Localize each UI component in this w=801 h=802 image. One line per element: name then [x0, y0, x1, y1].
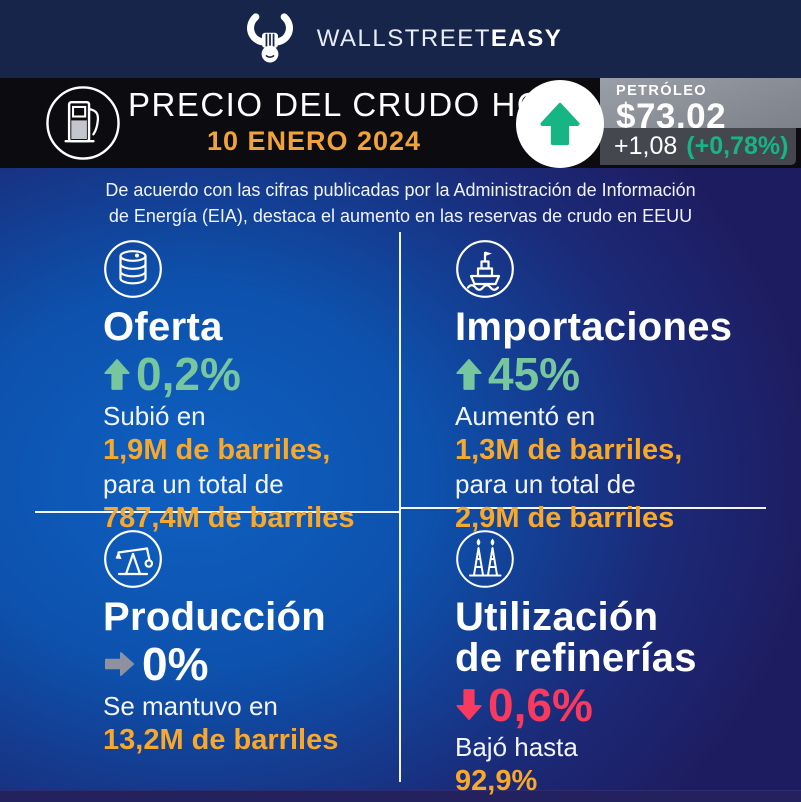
stat-up-arrow-icon [456, 359, 482, 391]
ticker-change-pct: (+0,78%) [686, 132, 789, 160]
header-titles: PRECIO DEL CRUDO HOY 10 ENERO 2024 [128, 86, 568, 157]
detail-line: 2,9M de barriles [455, 501, 675, 534]
divider-horizontal-right [401, 507, 766, 509]
ticker-change: +1,08 [614, 132, 678, 160]
detail-line: 787,4M de barriles [103, 501, 355, 534]
header-bar: PRECIO DEL CRUDO HOY 10 ENERO 2024 PETRÓ… [0, 78, 801, 168]
quadrant-stat: 0,6% [455, 678, 593, 731]
fuel-pump-icon [44, 84, 122, 162]
quadrant-detail: Subió en 1,9M de barriles, para un total… [103, 402, 354, 535]
ticker-change-strip: +1,08 (+0,78%) [600, 128, 796, 165]
quadrant-detail: Aumentó en 1,3M de barriles, para un tot… [455, 402, 682, 535]
quadrant-stat: 0% [103, 637, 209, 690]
header-date: 10 ENERO 2024 [206, 126, 422, 157]
quadrant-detail: Bajó hasta 92,9% [455, 731, 578, 798]
top-brand-bar: WALLSTREETEASY [0, 0, 801, 78]
cargo-ship-icon [456, 240, 514, 298]
detail-line: para un total de [455, 468, 636, 499]
intro-text: De acuerdo con las cifras publicadas por… [105, 180, 696, 227]
ticker-panel: PETRÓLEO $73,02 [600, 78, 801, 134]
bull-logo-icon [246, 13, 293, 63]
pumpjack-icon [104, 530, 162, 588]
ticker-label: PETRÓLEO [616, 83, 707, 99]
quadrant-stat: 45% [455, 347, 581, 400]
refinery-icon [456, 530, 514, 588]
quadrant-title: Producción [103, 595, 327, 639]
stat-value: 0% [142, 637, 209, 690]
oil-barrel-icon [104, 240, 162, 298]
detail-line: para un total de [103, 468, 284, 499]
detail-line: 92,9% [455, 765, 538, 798]
quadrant-produccion: Producción 0% Se mantuvo en 13,2M de bar… [103, 529, 338, 758]
up-arrow-icon [540, 102, 580, 146]
detail-line: 1,9M de barriles, [103, 434, 331, 467]
stat-right-arrow-icon [105, 652, 135, 677]
detail-line: 1,3M de barriles, [455, 434, 683, 467]
page-title: PRECIO DEL CRUDO HOY [128, 86, 568, 123]
stat-value: 0,6% [488, 678, 593, 731]
quadrant-refinerias: Utilización de refinerías 0,6% Bajó hast… [455, 529, 697, 798]
quadrant-title: Oferta [103, 305, 223, 349]
detail-line: 13,2M de barriles [103, 724, 339, 757]
detail-line: Aumentó en [455, 401, 596, 432]
detail-line: Bajó hasta [455, 731, 578, 762]
divider-vertical [399, 232, 401, 782]
quadrant-title: Utilización de refinerías [455, 595, 697, 680]
stat-up-arrow-icon [104, 359, 130, 391]
divider-horizontal-left [35, 511, 399, 513]
detail-line: Subió en [103, 401, 206, 432]
price-up-arrow-badge [516, 80, 604, 168]
main-content: De acuerdo con las cifras publicadas por… [0, 168, 801, 797]
stat-value: 45% [488, 347, 581, 400]
quadrant-stat: 0,2% [103, 347, 241, 400]
brand-name-light: WALLSTREET [316, 25, 491, 52]
quadrant-title: Importaciones [455, 305, 733, 349]
brand-name-bold: EASY [490, 25, 563, 52]
quadrant-importaciones: Importaciones 45% Aumentó en 1,3M de bar… [455, 239, 732, 535]
stat-down-arrow-icon [456, 689, 482, 721]
quadrant-detail: Se mantuvo en 13,2M de barriles [103, 692, 338, 757]
stat-value: 0,2% [136, 347, 241, 400]
brand-name: WALLSTREETEASY [317, 25, 563, 53]
footer-bar [0, 790, 801, 802]
detail-line: Se mantuvo en [103, 691, 278, 722]
quadrant-oferta: Oferta 0,2% Subió en 1,9M de barriles, p… [103, 239, 354, 535]
